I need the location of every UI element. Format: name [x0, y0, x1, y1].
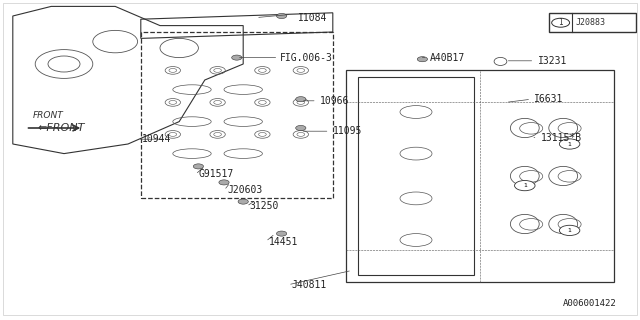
Circle shape [193, 164, 204, 169]
Text: 1: 1 [558, 18, 563, 27]
Text: 1: 1 [568, 141, 572, 147]
Text: 10966: 10966 [320, 96, 349, 106]
Text: 11095: 11095 [333, 126, 362, 136]
Bar [549, 13, 636, 32]
Text: 13115*B: 13115*B [541, 132, 582, 143]
Bar [358, 77, 474, 275]
Circle shape [515, 180, 535, 191]
Circle shape [276, 231, 287, 236]
Text: FRONT: FRONT [33, 111, 63, 120]
Text: J20883: J20883 [576, 18, 606, 27]
Circle shape [296, 97, 306, 102]
Circle shape [417, 57, 428, 62]
Text: 31250: 31250 [250, 201, 279, 212]
Text: I1084: I1084 [298, 12, 327, 23]
Text: I3231: I3231 [538, 56, 567, 66]
Circle shape [219, 180, 229, 185]
Text: J40811: J40811 [291, 280, 326, 290]
Text: I6631: I6631 [534, 94, 564, 104]
Text: A006001422: A006001422 [563, 300, 617, 308]
Text: 10944: 10944 [142, 134, 172, 144]
Bar [141, 32, 333, 198]
Text: 1: 1 [523, 183, 527, 188]
Text: G91517: G91517 [198, 169, 234, 180]
Text: A40B17: A40B17 [430, 52, 465, 63]
Circle shape [559, 225, 580, 236]
Text: 1: 1 [568, 228, 572, 233]
Text: ⇐FRONT: ⇐FRONT [37, 123, 84, 133]
Text: FIG.006-3: FIG.006-3 [280, 52, 333, 63]
Text: J20603: J20603 [227, 185, 262, 196]
Circle shape [232, 55, 242, 60]
Circle shape [559, 139, 580, 149]
Circle shape [276, 13, 287, 19]
Circle shape [238, 199, 248, 204]
Circle shape [296, 125, 306, 131]
Bar [346, 70, 614, 282]
Text: 14451: 14451 [269, 236, 298, 247]
